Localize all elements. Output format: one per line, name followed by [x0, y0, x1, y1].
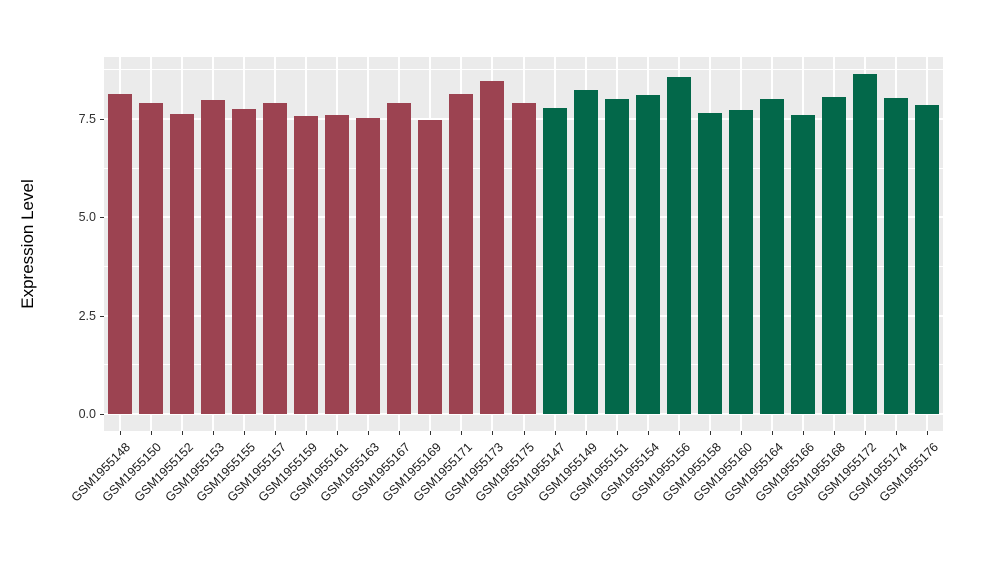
- bar-GSM1955159: [293, 115, 318, 415]
- bar-GSM1955163: [356, 117, 381, 415]
- bar-GSM1955164: [760, 98, 785, 415]
- x-tick-mark: [554, 431, 556, 435]
- bar-GSM1955148: [107, 93, 132, 415]
- bar-GSM1955176: [915, 104, 940, 415]
- bar-GSM1955151: [604, 99, 629, 415]
- bar-GSM1955152: [169, 113, 194, 415]
- bar-GSM1955169: [418, 119, 443, 415]
- x-tick-mark: [741, 431, 743, 435]
- x-tick-mark: [461, 431, 463, 435]
- x-tick-mark: [803, 431, 805, 435]
- bar-GSM1955171: [449, 93, 474, 415]
- x-tick-mark: [865, 431, 867, 435]
- x-tick-mark: [305, 431, 307, 435]
- y-tick-label: 0.0: [78, 407, 96, 422]
- x-tick-mark: [585, 431, 587, 435]
- x-tick-mark: [150, 431, 152, 435]
- bar-GSM1955153: [200, 100, 225, 415]
- bar-GSM1955155: [231, 108, 256, 415]
- x-tick-mark: [181, 431, 183, 435]
- bar-GSM1955147: [542, 107, 567, 415]
- x-tick-mark: [678, 431, 680, 435]
- x-tick-mark: [243, 431, 245, 435]
- bar-GSM1955167: [387, 103, 412, 415]
- x-tick-mark: [368, 431, 370, 435]
- x-tick-mark: [927, 431, 929, 435]
- bar-GSM1955149: [573, 90, 598, 415]
- bar-GSM1955175: [511, 103, 536, 415]
- x-tick-mark: [337, 431, 339, 435]
- x-tick-mark: [616, 431, 618, 435]
- bar-GSM1955150: [138, 103, 163, 415]
- x-tick-mark: [523, 431, 525, 435]
- y-tick-label: 2.5: [78, 308, 96, 323]
- x-tick-mark: [119, 431, 121, 435]
- y-tick-mark: [100, 119, 104, 121]
- y-tick-mark: [100, 315, 104, 317]
- x-tick-mark: [647, 431, 649, 435]
- bar-GSM1955161: [325, 115, 350, 415]
- x-tick-mark: [492, 431, 494, 435]
- plot-panel: [104, 57, 943, 431]
- y-tick-mark: [100, 217, 104, 219]
- bar-GSM1955174: [884, 98, 909, 415]
- x-tick-mark: [399, 431, 401, 435]
- y-tick-label: 7.5: [78, 112, 96, 127]
- bar-GSM1955157: [262, 103, 287, 415]
- bar-GSM1955160: [729, 110, 754, 415]
- x-tick-mark: [709, 431, 711, 435]
- bar-GSM1955172: [853, 74, 878, 415]
- x-tick-mark: [430, 431, 432, 435]
- bar-GSM1955166: [791, 115, 816, 415]
- bar-GSM1955168: [822, 96, 847, 415]
- bar-GSM1955158: [697, 112, 722, 415]
- y-tick-label: 5.0: [78, 210, 96, 225]
- bar-GSM1955173: [480, 80, 505, 415]
- bar-GSM1955154: [635, 94, 660, 415]
- x-tick-mark: [212, 431, 214, 435]
- x-tick-mark: [834, 431, 836, 435]
- x-tick-mark: [274, 431, 276, 435]
- y-tick-mark: [100, 414, 104, 416]
- y-axis-title: Expression Level: [18, 179, 37, 309]
- bar-GSM1955156: [666, 76, 691, 415]
- x-tick-mark: [772, 431, 774, 435]
- x-tick-mark: [896, 431, 898, 435]
